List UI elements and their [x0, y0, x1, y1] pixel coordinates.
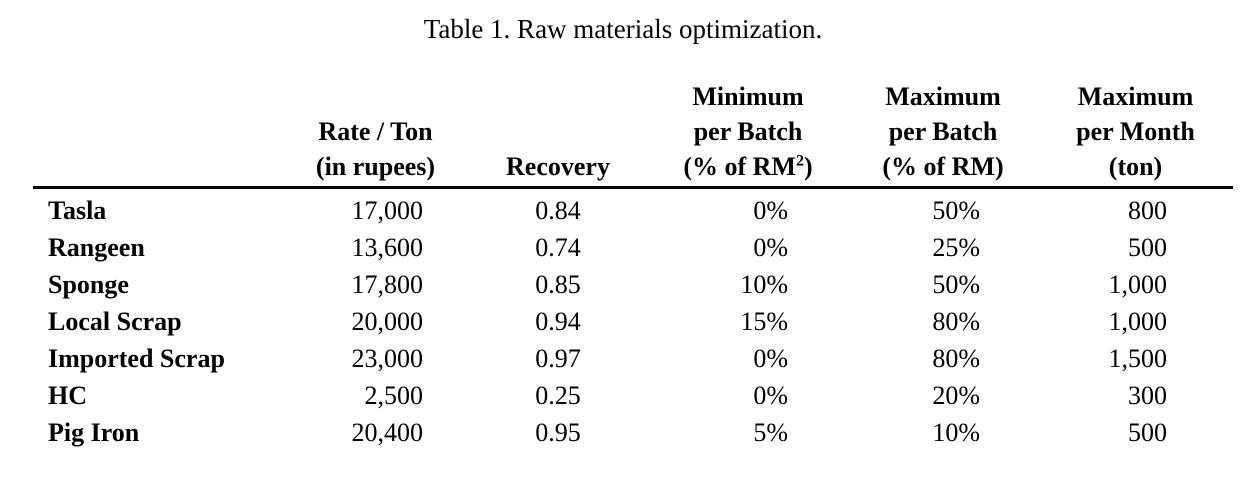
material-name: Imported Scrap [48, 344, 225, 373]
table-row: Sponge 17,800 0.85 10% 50% 1,000 [33, 266, 1233, 303]
max-per-month: 500 [1128, 233, 1167, 262]
col-header-recovery: Recovery [468, 79, 648, 189]
col-header-rate: Rate / Ton (in rupees) [283, 79, 468, 189]
header-rate-line2: (in rupees) [315, 152, 436, 181]
material-name: HC [48, 381, 87, 410]
table-body: Tasla 17,000 0.84 0% 50% 800 Rangeen 13,… [33, 188, 1233, 452]
max-per-month: 1,000 [1108, 270, 1168, 299]
header-recovery-label: Recovery [506, 152, 610, 181]
min-per-batch: 0% [753, 196, 788, 225]
header-min-line1: Minimum [692, 82, 804, 111]
rate-per-ton: 2,500 [364, 381, 424, 410]
table-caption: Table 1. Raw materials optimization. [423, 14, 823, 44]
min-per-batch: 0% [753, 381, 788, 410]
raw-materials-table: Rate / Ton (in rupees) Recovery Minimum … [33, 79, 1233, 451]
col-header-max-per-month: Maximum per Month (ton) [1038, 79, 1233, 189]
header-max-line1: Maximum [885, 82, 1001, 111]
header-row: Rate / Ton (in rupees) Recovery Minimum … [33, 79, 1233, 189]
max-per-batch: 50% [932, 270, 980, 299]
recovery-value: 0.84 [535, 196, 581, 225]
recovery-value: 0.97 [535, 344, 581, 373]
rate-per-ton: 20,400 [351, 418, 424, 447]
material-name: Tasla [48, 196, 107, 225]
max-per-batch: 80% [932, 307, 980, 336]
header-max-line3: (% of RM) [882, 152, 1004, 181]
header-month-line1: Maximum [1077, 82, 1194, 111]
rate-per-ton: 17,800 [351, 270, 424, 299]
header-rate-line1: Rate / Ton [318, 117, 433, 146]
recovery-value: 0.95 [535, 418, 581, 447]
min-per-batch: 10% [740, 270, 788, 299]
max-per-batch: 25% [932, 233, 980, 262]
rate-per-ton: 23,000 [351, 344, 424, 373]
table-row: Tasla 17,000 0.84 0% 50% 800 [33, 188, 1233, 230]
max-per-batch: 20% [932, 381, 980, 410]
max-per-batch: 10% [932, 418, 980, 447]
col-header-max-per-batch: Maximum per Batch (% of RM) [848, 79, 1038, 189]
table-row: Local Scrap 20,000 0.94 15% 80% 1,000 [33, 303, 1233, 340]
table-row: HC 2,500 0.25 0% 20% 300 [33, 377, 1233, 414]
table-row: Rangeen 13,600 0.74 0% 25% 500 [33, 229, 1233, 266]
recovery-value: 0.74 [535, 233, 581, 262]
material-name: Local Scrap [48, 307, 182, 336]
rm-footnote-superscript: 2 [795, 152, 805, 170]
header-min-line3: (% of RM2) [648, 149, 848, 184]
header-month-line2: per Month [1076, 117, 1195, 146]
col-header-min-per-batch: Minimum per Batch (% of RM2) [648, 79, 848, 189]
material-name: Rangeen [48, 233, 145, 262]
rate-per-ton: 13,600 [351, 233, 424, 262]
recovery-value: 0.85 [535, 270, 581, 299]
header-min-line3-pre: (% of RM [683, 152, 796, 181]
max-per-month: 500 [1128, 418, 1167, 447]
min-per-batch: 0% [753, 233, 788, 262]
max-per-month: 300 [1128, 381, 1167, 410]
min-per-batch: 0% [753, 344, 788, 373]
max-per-batch: 50% [932, 196, 980, 225]
header-min-line3-post: ) [804, 152, 813, 181]
header-month-line3: (ton) [1108, 152, 1163, 181]
recovery-value: 0.25 [535, 381, 581, 410]
rate-per-ton: 20,000 [351, 307, 424, 336]
table-row: Imported Scrap 23,000 0.97 0% 80% 1,500 [33, 340, 1233, 377]
material-name: Pig Iron [48, 418, 140, 447]
material-name: Sponge [48, 270, 129, 299]
max-per-month: 800 [1128, 196, 1167, 225]
min-per-batch: 15% [740, 307, 788, 336]
recovery-value: 0.94 [535, 307, 581, 336]
min-per-batch: 5% [753, 418, 788, 447]
table-header: Rate / Ton (in rupees) Recovery Minimum … [33, 79, 1233, 189]
header-min-line2: per Batch [693, 117, 803, 146]
max-per-month: 1,000 [1108, 307, 1168, 336]
table-row: Pig Iron 20,400 0.95 5% 10% 500 [33, 414, 1233, 451]
max-per-month: 1,500 [1108, 344, 1168, 373]
col-header-material [33, 79, 283, 189]
max-per-batch: 80% [932, 344, 980, 373]
rate-per-ton: 17,000 [351, 196, 424, 225]
header-max-line2: per Batch [888, 117, 998, 146]
